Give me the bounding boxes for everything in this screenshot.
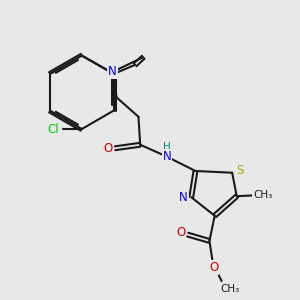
Text: CH₃: CH₃ [253,190,273,200]
Text: S: S [236,164,244,177]
Text: O: O [176,226,185,239]
Text: N: N [179,191,188,204]
Text: O: O [209,261,218,274]
Text: Cl: Cl [47,122,59,136]
Text: CH₃: CH₃ [220,284,239,294]
Text: N: N [108,65,117,78]
Text: N: N [163,150,172,163]
Text: O: O [103,142,113,155]
Text: H: H [163,142,171,152]
